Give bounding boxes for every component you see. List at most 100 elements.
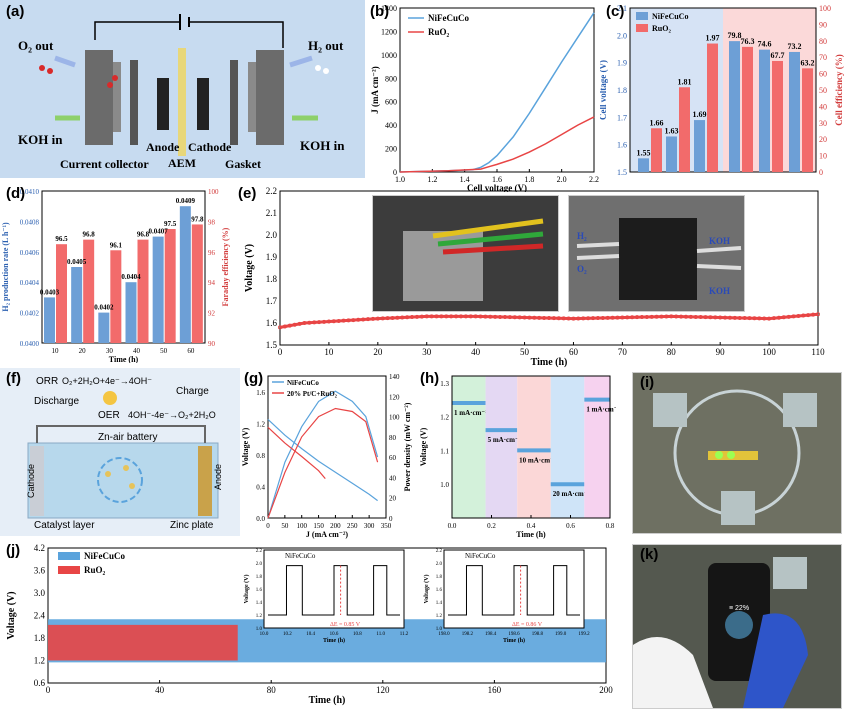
chart-j-inset-0-y-4: 1.8 <box>256 575 263 580</box>
chart-g-y-ticklabel-1: 0.4 <box>256 483 265 491</box>
chart-e-marker-43 <box>488 314 493 319</box>
chart-d-xtick-2: 30 <box>106 347 114 355</box>
chart-e-ylabel: Voltage (V) <box>244 244 255 292</box>
panel-d-label: (d) <box>6 185 26 202</box>
chart-j-legend-swatch-0 <box>58 552 80 560</box>
chart-e-marker-88 <box>708 315 713 320</box>
chart-e-marker-36 <box>454 314 459 319</box>
chart-c-legend-swatch-0 <box>636 12 648 20</box>
chart-h-step-label-2: 10 mA·cm⁻² <box>519 456 556 464</box>
chart-e-marker-27 <box>410 315 415 320</box>
chart-j-y-ticklabel-5: 3.6 <box>34 566 46 576</box>
chart-c-y2-ticklabel-4: 40 <box>819 102 827 111</box>
chart-j-inset-1-xlabel: Time (h) <box>503 637 525 644</box>
chart-g-y2-ticklabel-0: 0 <box>389 515 393 523</box>
chart-e-marker-0 <box>278 325 283 330</box>
phone-screen-text: ≡ 22% <box>729 605 750 612</box>
chart-d-faraday-bar-2 <box>110 250 122 343</box>
chart-e-xlabel: Time (h) <box>531 357 568 368</box>
chart-e-marker-79 <box>664 314 669 319</box>
chart-h-x-ticklabel-4: 0.8 <box>606 522 615 530</box>
chart-c-legend-swatch-1 <box>636 24 648 32</box>
chart-e-marker-41 <box>478 314 483 319</box>
chart-j-inset-1-x-0: 198.0 <box>438 632 450 637</box>
chart-g-y2-ticklabel-7: 140 <box>389 373 400 381</box>
chart-e-marker-31 <box>429 314 434 319</box>
photo-h2-label: H₂ <box>577 231 587 241</box>
chart-e-marker-75 <box>644 314 649 319</box>
chart-e-marker-26 <box>405 315 410 320</box>
chart-j-inset-0-y-5: 2.0 <box>256 562 263 567</box>
chart-g-legend-0: NiFeCuCo <box>287 379 319 387</box>
chart-h-region-2 <box>517 376 551 518</box>
chart-b-series-1 <box>399 116 595 173</box>
chart-e-marker-3 <box>292 322 297 327</box>
chart-j-inset-0-x-4: 10.8 <box>353 632 362 637</box>
panel-j: (j) 0 40 80 120 160 200 0.6 1.2 1.8 2.4 3.0 3.6 4.2 N… <box>0 540 620 711</box>
chart-g-y-ticklabel-4: 1.6 <box>256 389 265 397</box>
chart-d-faraday-label-2: 96.1 <box>110 241 123 249</box>
chart-e-marker-69 <box>615 315 620 320</box>
inset1-legend: NiFeCuCo <box>285 552 316 560</box>
chart-e-marker-106 <box>796 313 801 318</box>
chart-j: 0 40 80 120 160 200 0.6 1.2 1.8 2.4 3.0 3.6 4.2 NiFeC… <box>6 543 613 706</box>
chart-d-ylabel2: Faraday efficiency (%) <box>221 227 230 306</box>
chart-j-inset-1-y-2: 1.4 <box>436 601 443 606</box>
chart-e-marker-23 <box>390 315 395 320</box>
chart-d-faraday-bar-5 <box>191 224 203 343</box>
orr-equation: O₂+2H₂O+4e⁻→4OH⁻ <box>62 376 153 386</box>
chart-h-x-ticklabel-1: 0.2 <box>487 522 496 530</box>
inset2-delta: ΔE = 0.86 V <box>512 622 543 628</box>
chart-j-xlabel: Time (h) <box>309 695 346 706</box>
chart-e-marker-5 <box>302 320 307 325</box>
chart-c-volt-ru-bar-1 <box>679 87 690 172</box>
panel-b: (b) 1.0 1.2 1.4 1.6 1.8 2.0 2.2 0 200 400 600 800 10… <box>368 0 600 193</box>
chart-d-xtick-3: 40 <box>133 347 141 355</box>
chart-c-y-ticklabel-0: 1.5 <box>617 168 627 177</box>
chart-e-x-ticklabel-0: 0 <box>278 347 283 357</box>
current-collector-label: Current collector <box>60 157 149 171</box>
chart-c-y2-ticklabel-5: 50 <box>819 86 827 95</box>
chart-c-label-1: 1.66 <box>650 118 664 127</box>
chart-e-marker-62 <box>581 316 586 321</box>
chart-h-region-0 <box>452 376 486 518</box>
chart-e-marker-83 <box>683 314 688 319</box>
chart-e-x-ticklabel-3: 30 <box>422 347 432 357</box>
inset2-legend: NiFeCuCo <box>465 552 496 560</box>
cathode-label: Cathode <box>188 140 232 154</box>
chart-d-faraday-label-1: 96.8 <box>83 231 96 239</box>
chart-d-faraday-label-4: 97.5 <box>164 220 177 228</box>
chart-h-x-ticklabel-3: 0.6 <box>566 522 575 530</box>
chart-j-inset-0-y-2: 1.4 <box>256 601 263 606</box>
chart-e-marker-9 <box>322 319 327 324</box>
chart-e-x-ticklabel-2: 20 <box>373 347 383 357</box>
chart-e-marker-54 <box>542 315 547 320</box>
chart-e-x-ticklabel-1: 10 <box>324 347 334 357</box>
chart-c-y2-ticklabel-10: 100 <box>819 4 831 13</box>
chart-e-marker-44 <box>493 314 498 319</box>
chart-j-inset-0-x-0: 10.0 <box>260 632 269 637</box>
chart-e-marker-63 <box>586 316 591 321</box>
chart-e-marker-91 <box>723 315 728 320</box>
chart-c-label-6: 79.8 <box>728 31 742 40</box>
chart-e-marker-1 <box>282 324 287 329</box>
chart-e-y-ticklabel-4: 1.9 <box>266 252 278 262</box>
chart-d-xlabel: Time (h) <box>109 355 139 363</box>
chart-e-x-ticklabel-7: 70 <box>618 347 628 357</box>
chart-g-y2-ticklabel-2: 40 <box>389 474 397 482</box>
chart-e-marker-59 <box>566 316 571 321</box>
chart-c-eff-ni-bar-0 <box>729 41 740 173</box>
phone-charging-photo: ≡ 22% <box>632 544 842 709</box>
chart-e-x-ticklabel-8: 80 <box>667 347 677 357</box>
chart-d-y2-ticklabel-3: 96 <box>208 249 216 257</box>
chart-b-x-ticklabel-2: 1.4 <box>460 175 470 184</box>
chart-c-y-ticklabel-6: 2.1 <box>617 4 627 13</box>
anode-label: Anode <box>146 140 180 154</box>
electrolyzer-photo-2: H₂ O₂ KOH KOH <box>568 195 745 312</box>
chart-d-rate-label-1: 0.0405 <box>67 258 87 266</box>
chart-j-y-ticklabel-4: 3.0 <box>34 588 46 598</box>
chart-h-ylabel: Voltage (V) <box>419 427 428 466</box>
chart-g-y2-ticklabel-4: 80 <box>389 434 397 442</box>
chart-e-marker-87 <box>703 315 708 320</box>
chart-e-marker-94 <box>737 315 742 320</box>
